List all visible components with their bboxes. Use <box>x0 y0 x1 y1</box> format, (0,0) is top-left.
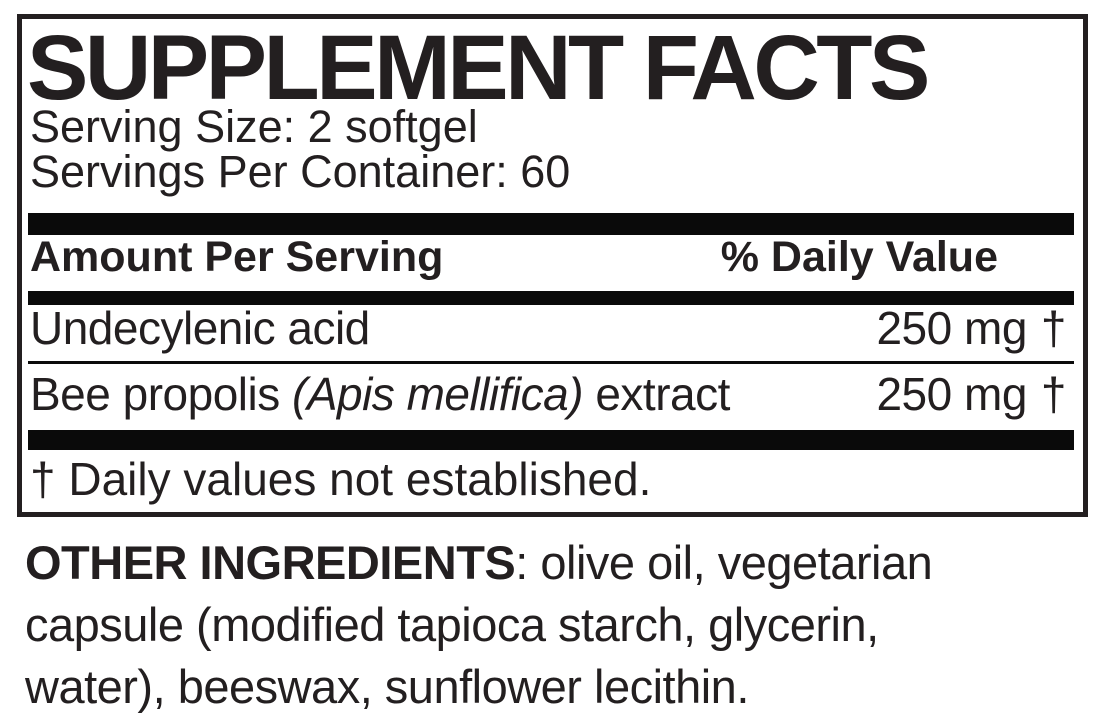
amount-value: 250 mg <box>876 368 1027 420</box>
ingredient-name-suffix: extract <box>583 368 730 420</box>
other-ingredients-line: OTHER INGREDIENTS: olive oil, vegetarian <box>25 532 1085 594</box>
supplement-facts-panel: SUPPLEMENT FACTS Serving Size: 2 softgel… <box>17 14 1088 517</box>
ingredient-row: Undecylenic acid 250 mg † <box>28 302 1074 354</box>
daily-value-dagger: † <box>1040 368 1067 420</box>
separator-bar-top <box>28 213 1074 235</box>
separator-bar-header <box>28 291 1074 305</box>
amount-value: 250 mg <box>876 302 1027 354</box>
ingredient-amount: 250 mg † <box>876 302 1066 354</box>
ingredient-latin-name: (Apis mellifica) <box>292 368 584 420</box>
ingredient-name: Bee propolis (Apis mellifica) extract <box>30 368 730 420</box>
other-ingredients-paragraph: OTHER INGREDIENTS: olive oil, vegetarian… <box>25 532 1085 718</box>
ingredient-amount: 250 mg † <box>876 368 1066 420</box>
row-divider <box>28 361 1074 364</box>
column-header-percent-daily-value: % Daily Value <box>720 233 998 281</box>
separator-bar-bottom <box>28 430 1074 450</box>
panel-title: SUPPLEMENT FACTS <box>27 17 930 119</box>
other-ingredients-heading: OTHER INGREDIENTS <box>25 536 516 589</box>
ingredient-name: Undecylenic acid <box>30 302 370 354</box>
ingredient-row: Bee propolis (Apis mellifica) extract 25… <box>28 368 1074 420</box>
other-ingredients-line: water), beeswax, sunflower lecithin. <box>25 660 749 713</box>
other-ingredients-text: : olive oil, vegetarian <box>515 536 933 589</box>
ingredient-name-text: Undecylenic acid <box>30 302 370 354</box>
servings-per-container-text: Servings Per Container: 60 <box>30 146 571 197</box>
daily-value-dagger: † <box>1040 302 1067 354</box>
serving-size-text: Serving Size: 2 softgel <box>30 101 478 152</box>
daily-value-footnote: † Daily values not established. <box>30 453 652 505</box>
ingredient-name-text: Bee propolis <box>30 368 292 420</box>
other-ingredients-line: capsule (modified tapioca starch, glycer… <box>25 598 879 651</box>
column-header-row: Amount Per Serving % Daily Value <box>28 231 1074 283</box>
column-header-amount-per-serving: Amount Per Serving <box>30 233 444 281</box>
